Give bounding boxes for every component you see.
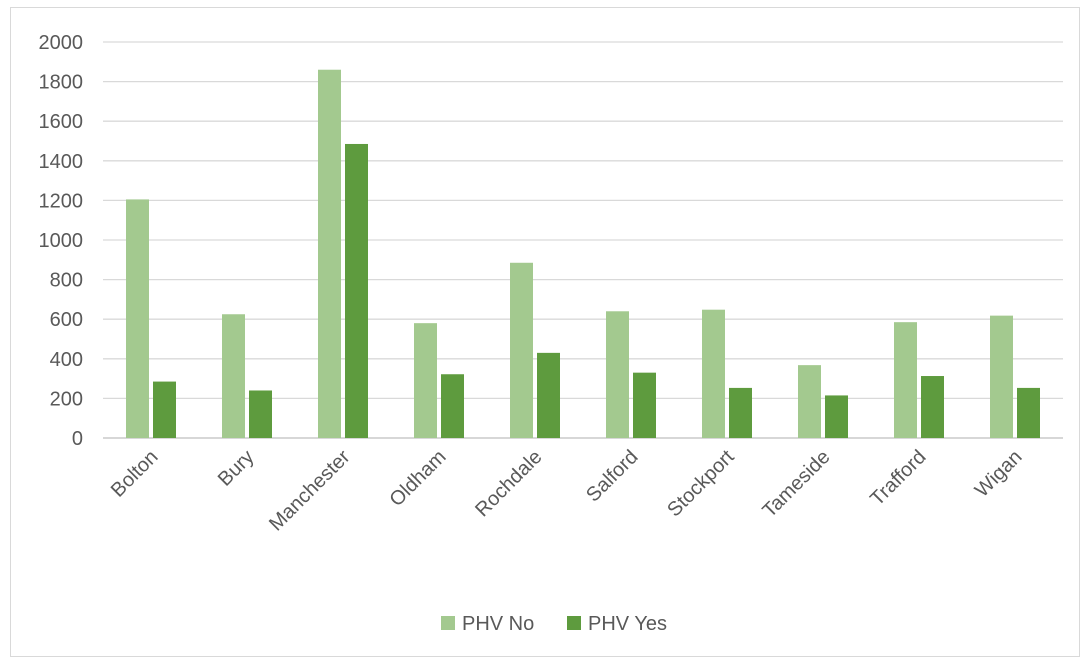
bar-phv-no-manchester (318, 69, 341, 438)
y-tick-label: 1200 (39, 190, 84, 212)
y-tick-label: 800 (50, 270, 83, 292)
y-tick-label: 600 (50, 309, 83, 331)
bar-phv-yes-oldham (441, 374, 464, 438)
bar-phv-no-stockport (702, 309, 725, 438)
y-tick-label: 1600 (39, 111, 84, 133)
x-tick-label: Tameside (758, 446, 834, 522)
legend-swatch-phv-no (441, 616, 455, 630)
y-tick-label: 400 (50, 349, 83, 371)
bar-phv-yes-manchester (345, 143, 368, 438)
bar-phv-no-rochdale (510, 262, 533, 438)
bar-phv-no-tameside (798, 365, 821, 438)
y-tick-label: 200 (50, 388, 83, 410)
x-tick-label: Stockport (663, 446, 739, 522)
legend-label: PHV No (462, 613, 534, 635)
y-tick-label: 1800 (39, 72, 84, 94)
bar-phv-no-trafford (894, 322, 917, 438)
bar-phv-yes-bolton (153, 381, 176, 438)
x-tick-label: Rochdale (471, 446, 546, 521)
bar-phv-no-salford (606, 311, 629, 438)
y-tick-label: 1400 (39, 151, 84, 173)
bar-phv-yes-wigan (1017, 387, 1040, 438)
legend-swatch-phv-yes (567, 616, 581, 630)
bar-phv-yes-salford (633, 372, 656, 438)
legend-label: PHV Yes (588, 613, 667, 635)
x-tick-label: Wigan (971, 446, 1027, 502)
x-tick-label: Bury (214, 446, 259, 491)
x-tick-label: Salford (582, 446, 642, 506)
bar-phv-yes-bury (249, 390, 272, 438)
x-tick-label: Bolton (107, 446, 163, 502)
bar-phv-yes-rochdale (537, 352, 560, 438)
bar-phv-yes-trafford (921, 376, 944, 438)
bar-phv-no-bolton (126, 199, 149, 438)
bar-phv-no-wigan (990, 315, 1013, 438)
y-tick-label: 1000 (39, 230, 84, 252)
y-tick-label: 0 (72, 428, 83, 450)
y-tick-label: 2000 (39, 32, 84, 54)
bar-phv-yes-tameside (825, 395, 848, 438)
bar-phv-yes-stockport (729, 387, 752, 438)
bar-phv-no-oldham (414, 323, 437, 438)
x-tick-label: Oldham (385, 446, 450, 511)
bar-phv-no-bury (222, 314, 245, 438)
x-tick-label: Trafford (866, 446, 930, 510)
x-tick-label: Manchester (265, 446, 355, 536)
